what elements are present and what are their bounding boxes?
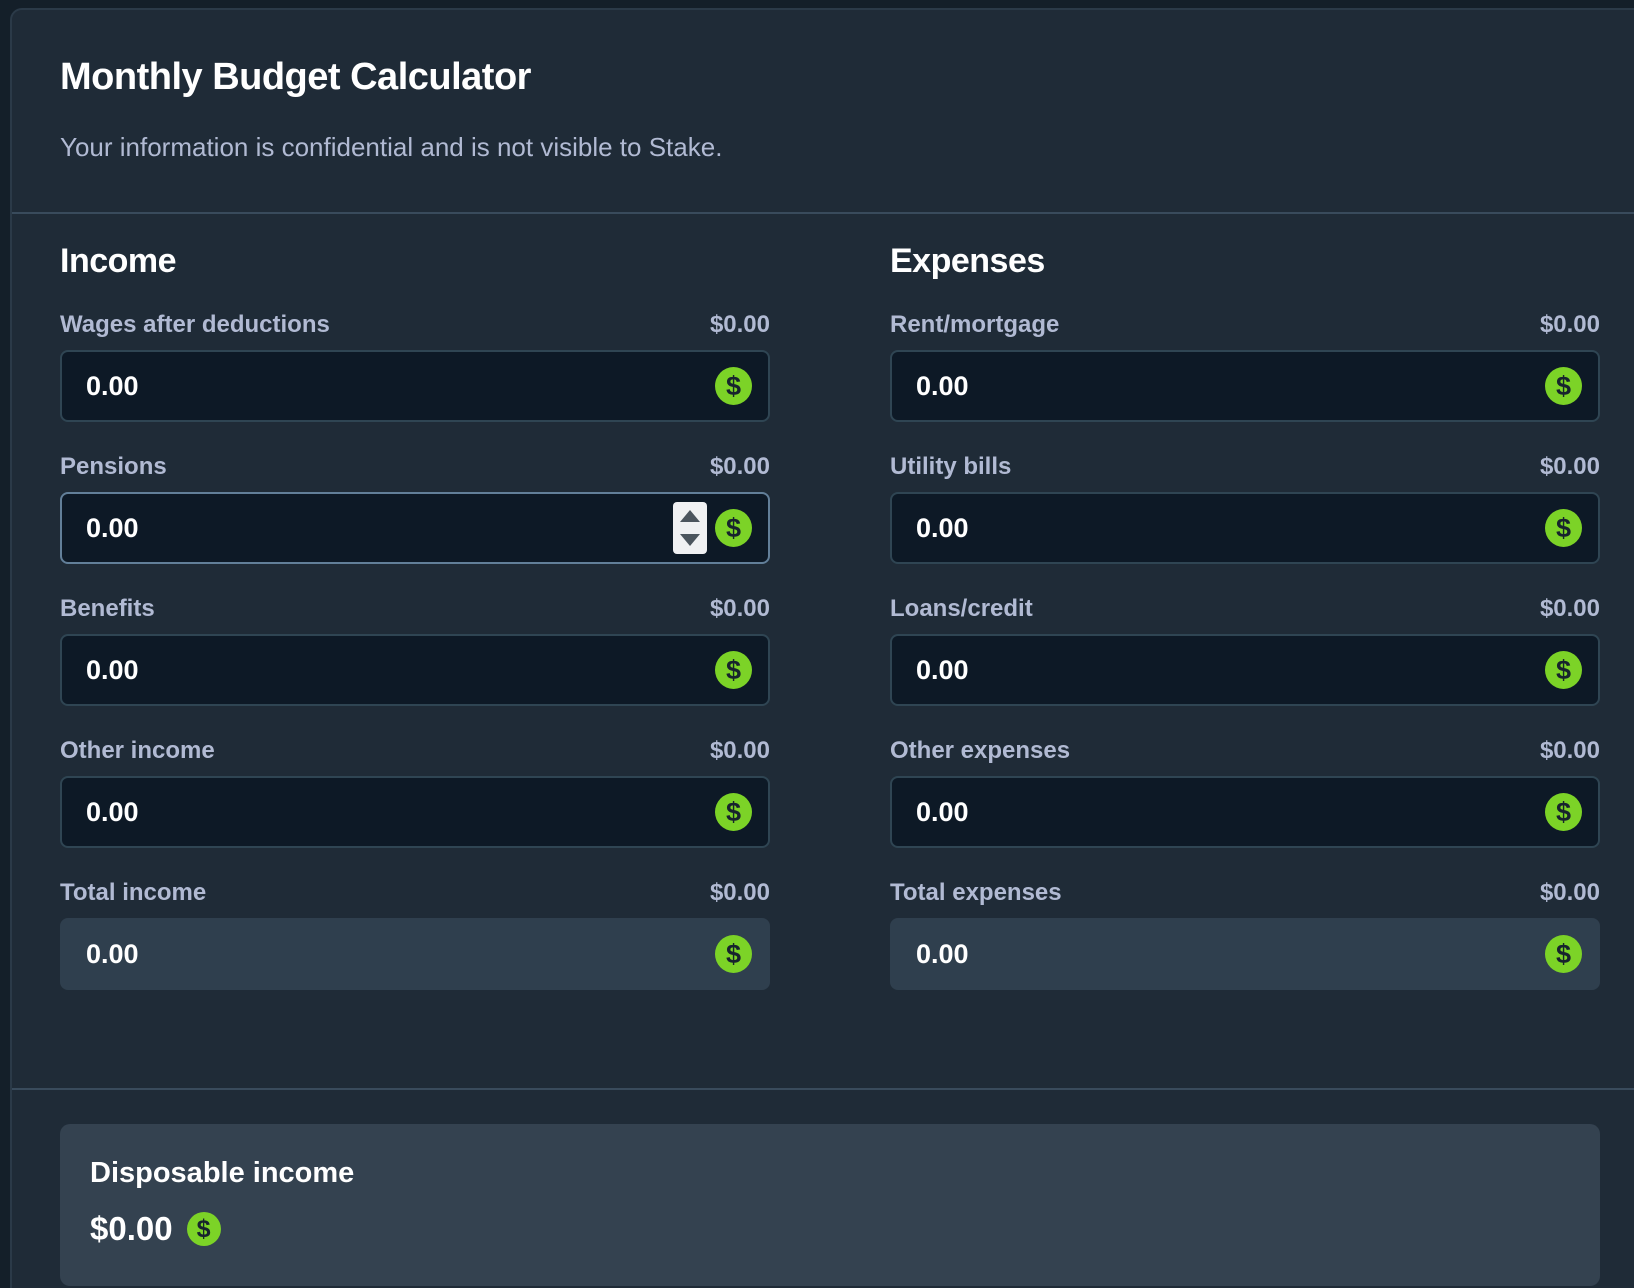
benefits-input-box[interactable]: $ xyxy=(60,634,770,706)
row-head: Pensions $0.00 xyxy=(60,454,770,480)
row-head: Other income $0.00 xyxy=(60,738,770,764)
disposable-income-value-row: $0.00 $ xyxy=(90,1208,1570,1250)
dollar-coin-icon: $ xyxy=(186,1212,221,1246)
field-amount: $0.00 xyxy=(709,737,770,764)
rent-mortgage-input-box[interactable]: $ xyxy=(890,350,1600,422)
expenses-column: Expenses Rent/mortgage $0.00 $ Utility b… xyxy=(890,240,1600,1022)
expenses-rows: Rent/mortgage $0.00 $ Utility bills $0.0… xyxy=(890,312,1600,990)
budget-row-utility-bills: Utility bills $0.00 $ xyxy=(890,454,1600,564)
budget-row-benefits: Benefits $0.00 $ xyxy=(60,596,770,706)
field-amount: $0.00 xyxy=(709,311,770,338)
total-expenses-input xyxy=(916,938,1545,970)
field-label: Wages after deductions xyxy=(60,311,330,338)
field-label: Other income xyxy=(60,737,215,764)
total-income-input-box: $ xyxy=(60,918,770,990)
dollar-coin-icon: $ xyxy=(1545,509,1582,547)
field-amount: $0.00 xyxy=(1539,737,1600,764)
number-spinner[interactable] xyxy=(673,502,707,554)
field-amount: $0.00 xyxy=(709,595,770,622)
total-income-input xyxy=(86,938,715,970)
other-expenses-input[interactable] xyxy=(916,796,1545,828)
row-head: Total expenses $0.00 xyxy=(890,880,1600,906)
dollar-coin-icon: $ xyxy=(1545,935,1582,973)
disposable-income-label: Disposable income xyxy=(90,1157,355,1189)
expenses-heading: Expenses xyxy=(890,242,1045,280)
field-amount: $0.00 xyxy=(709,879,770,906)
total-expenses-input-box: $ xyxy=(890,918,1600,990)
field-amount: $0.00 xyxy=(1539,311,1600,338)
income-heading: Income xyxy=(60,242,177,280)
pensions-input[interactable] xyxy=(86,512,673,544)
loans-credit-input[interactable] xyxy=(916,654,1545,686)
budget-row-total-expenses: Total expenses $0.00 $ xyxy=(890,880,1600,990)
dollar-coin-icon: $ xyxy=(715,935,752,973)
field-label: Rent/mortgage xyxy=(890,311,1060,338)
other-expenses-input-box[interactable]: $ xyxy=(890,776,1600,848)
other-income-input-box[interactable]: $ xyxy=(60,776,770,848)
budget-row-wages-after-deductions: Wages after deductions $0.00 $ xyxy=(60,312,770,422)
budget-row-total-income: Total income $0.00 $ xyxy=(60,880,770,990)
budget-calculator-card: Monthly Budget Calculator Your informati… xyxy=(10,8,1634,1288)
budget-row-other-income: Other income $0.00 $ xyxy=(60,738,770,848)
footer-section: Disposable income $0.00 $ xyxy=(12,1090,1634,1286)
row-head: Utility bills $0.00 xyxy=(890,454,1600,480)
page-title: Monthly Budget Calculator xyxy=(60,56,531,98)
budget-row-rent-mortgage: Rent/mortgage $0.00 $ xyxy=(890,312,1600,422)
dollar-coin-icon: $ xyxy=(715,793,752,831)
disposable-income-value: $0.00 xyxy=(90,1210,173,1247)
dollar-coin-icon: $ xyxy=(1545,367,1582,405)
row-head: Wages after deductions $0.00 xyxy=(60,312,770,338)
spinner-up-icon[interactable] xyxy=(680,510,700,522)
field-amount: $0.00 xyxy=(1539,453,1600,480)
field-amount: $0.00 xyxy=(1539,595,1600,622)
calculator-section: Income Wages after deductions $0.00 $ Pe… xyxy=(12,214,1634,1090)
utility-bills-input-box[interactable]: $ xyxy=(890,492,1600,564)
field-label: Other expenses xyxy=(890,737,1071,764)
row-head: Rent/mortgage $0.00 xyxy=(890,312,1600,338)
budget-row-pensions: Pensions $0.00 $ xyxy=(60,454,770,564)
wages-after-deductions-input[interactable] xyxy=(86,370,715,402)
budget-row-loans-credit: Loans/credit $0.00 $ xyxy=(890,596,1600,706)
dollar-coin-icon: $ xyxy=(715,367,752,405)
field-label: Total expenses xyxy=(890,879,1062,906)
field-label: Loans/credit xyxy=(890,595,1033,622)
wages-after-deductions-input-box[interactable]: $ xyxy=(60,350,770,422)
field-label: Utility bills xyxy=(890,453,1012,480)
card-header: Monthly Budget Calculator Your informati… xyxy=(12,10,1634,214)
disposable-income-card: Disposable income $0.00 $ xyxy=(60,1124,1600,1286)
row-head: Benefits $0.00 xyxy=(60,596,770,622)
field-label: Pensions xyxy=(60,453,167,480)
page-subtitle: Your information is confidential and is … xyxy=(60,132,723,162)
dollar-coin-icon: $ xyxy=(1545,651,1582,689)
income-rows: Wages after deductions $0.00 $ Pensions … xyxy=(60,312,770,990)
utility-bills-input[interactable] xyxy=(916,512,1545,544)
field-label: Benefits xyxy=(60,595,155,622)
other-income-input[interactable] xyxy=(86,796,715,828)
field-label: Total income xyxy=(60,879,207,906)
loans-credit-input-box[interactable]: $ xyxy=(890,634,1600,706)
pensions-input-box[interactable]: $ xyxy=(60,492,770,564)
row-head: Loans/credit $0.00 xyxy=(890,596,1600,622)
budget-row-other-expenses: Other expenses $0.00 $ xyxy=(890,738,1600,848)
dollar-coin-icon: $ xyxy=(715,509,752,547)
dollar-coin-icon: $ xyxy=(715,651,752,689)
row-head: Other expenses $0.00 xyxy=(890,738,1600,764)
dollar-coin-icon: $ xyxy=(1545,793,1582,831)
row-head: Total income $0.00 xyxy=(60,880,770,906)
field-amount: $0.00 xyxy=(709,453,770,480)
benefits-input[interactable] xyxy=(86,654,715,686)
spinner-down-icon[interactable] xyxy=(680,534,700,546)
income-column: Income Wages after deductions $0.00 $ Pe… xyxy=(60,240,770,1022)
rent-mortgage-input[interactable] xyxy=(916,370,1545,402)
field-amount: $0.00 xyxy=(1539,879,1600,906)
